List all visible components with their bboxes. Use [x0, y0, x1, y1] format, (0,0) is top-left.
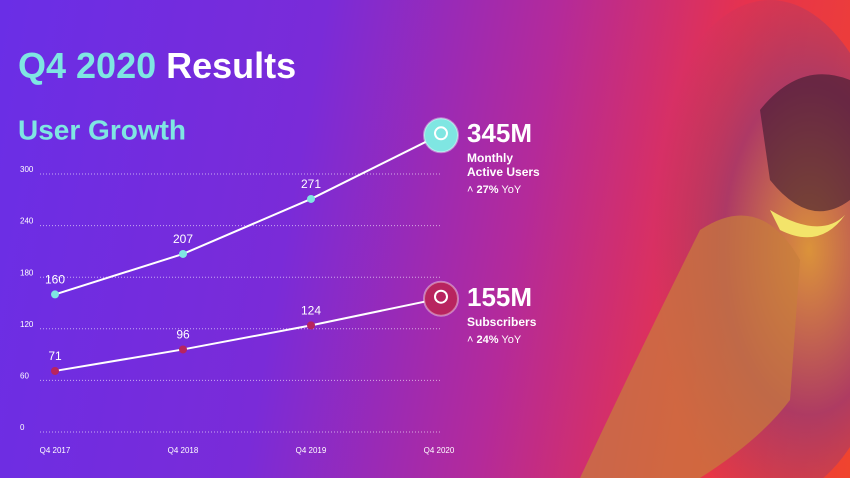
- headline-rest: Results: [166, 45, 296, 86]
- point: [307, 321, 315, 330]
- value-label: 160: [45, 273, 65, 287]
- total-row: 345M: [467, 118, 547, 149]
- series-name: Subscribers: [467, 314, 537, 329]
- y-tick-label: 300: [20, 165, 34, 174]
- series-annotation: 345M Monthly Active Users ˄ 27% YoY: [467, 118, 547, 196]
- icon-glyph: [434, 289, 448, 304]
- point: [307, 194, 315, 203]
- chart-title: User Growth: [18, 114, 186, 145]
- headline-highlight: Q4 2020: [18, 45, 156, 86]
- yoy-row: ˄ 27% YoY: [467, 184, 522, 197]
- x-tick-label: Q4 2018: [168, 446, 199, 455]
- point: [179, 249, 187, 258]
- yoy-value: 27%: [476, 184, 499, 197]
- total-label: 155M: [467, 281, 533, 312]
- x-tick-label: Q4 2017: [40, 446, 71, 455]
- name-row: Subscribers: [467, 315, 547, 329]
- series-line: [54, 297, 440, 372]
- headline: Q4 2020 Results: [18, 45, 296, 86]
- yoy-unit: YoY: [501, 184, 522, 197]
- x-tick-label: Q4 2020: [424, 446, 455, 455]
- icon-glyph: [434, 126, 448, 141]
- y-tick-label: 240: [20, 217, 34, 226]
- value-label: 271: [301, 177, 321, 191]
- total-row: 155M: [467, 282, 547, 313]
- series-name: Monthly Active Users: [467, 151, 540, 180]
- point: [179, 345, 187, 354]
- y-tick-label: 120: [20, 320, 34, 329]
- value-label: 124: [301, 304, 321, 318]
- end-icon: [423, 280, 459, 317]
- value-label: 71: [48, 349, 62, 363]
- end-icon: [423, 117, 459, 154]
- value-label: 96: [176, 328, 190, 342]
- yoy-row: ˄ 24% YoY: [467, 333, 522, 346]
- y-tick-label: 0: [20, 423, 25, 432]
- yoy-value: 24%: [476, 333, 499, 346]
- x-tick-label: Q4 2019: [296, 446, 327, 455]
- name-row: Monthly Active Users: [467, 151, 547, 179]
- series-annotation: 155M Subscribers ˄ 24% YoY: [467, 282, 547, 346]
- yoy-unit: YoY: [501, 333, 522, 346]
- point: [51, 290, 59, 299]
- y-tick-label: 60: [20, 372, 29, 381]
- y-tick-label: 180: [20, 268, 34, 277]
- series-line: [54, 134, 440, 296]
- point: [51, 366, 59, 375]
- total-label: 345M: [467, 118, 533, 149]
- photo: [580, 0, 850, 478]
- value-label: 207: [173, 232, 193, 246]
